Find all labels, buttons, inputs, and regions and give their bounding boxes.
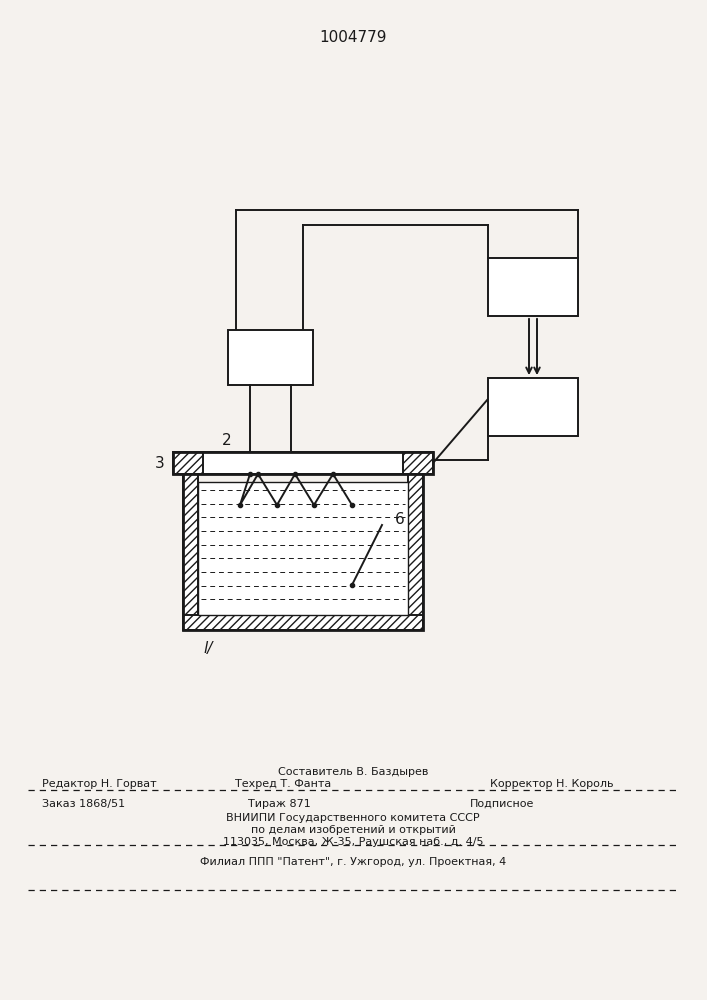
Bar: [488, 378, 578, 436]
Text: Составитель В. Баздырев: Составитель В. Баздырев: [278, 767, 428, 777]
Text: 4: 4: [527, 278, 539, 296]
Text: Тираж 871: Тираж 871: [248, 799, 311, 809]
Text: Техред Т. Фанта: Техред Т. Фанта: [235, 779, 332, 789]
Text: Заказ 1868/51: Заказ 1868/51: [42, 799, 125, 809]
Text: Филиал ППП "Патент", г. Ужгород, ул. Проектная, 4: Филиал ППП "Патент", г. Ужгород, ул. Про…: [200, 857, 506, 867]
Text: Корректор Н. Король: Корректор Н. Король: [490, 779, 614, 789]
Text: 3: 3: [156, 456, 165, 471]
Bar: [183, 470, 423, 630]
Text: 5: 5: [527, 398, 539, 416]
Bar: [408, 470, 423, 630]
Bar: [173, 452, 433, 474]
Bar: [173, 452, 433, 474]
Bar: [228, 330, 313, 385]
Text: l: l: [268, 349, 273, 366]
Text: l/: l/: [204, 641, 213, 656]
Bar: [488, 258, 578, 316]
Text: Подписное: Подписное: [470, 799, 534, 809]
Text: ВНИИПИ Государственного комитета СССР: ВНИИПИ Государственного комитета СССР: [226, 813, 480, 823]
Bar: [198, 482, 408, 615]
Text: Редактор Н. Горват: Редактор Н. Горват: [42, 779, 157, 789]
Bar: [203, 453, 403, 473]
Text: 1004779: 1004779: [320, 30, 387, 45]
Text: 6: 6: [395, 512, 404, 528]
Bar: [183, 615, 423, 630]
Bar: [183, 470, 198, 630]
Text: 113035, Москва, Ж-35, Раушская наб., д. 4/5: 113035, Москва, Ж-35, Раушская наб., д. …: [223, 837, 484, 847]
Text: 2: 2: [222, 433, 232, 448]
Text: по делам изобретений и открытий: по делам изобретений и открытий: [250, 825, 455, 835]
